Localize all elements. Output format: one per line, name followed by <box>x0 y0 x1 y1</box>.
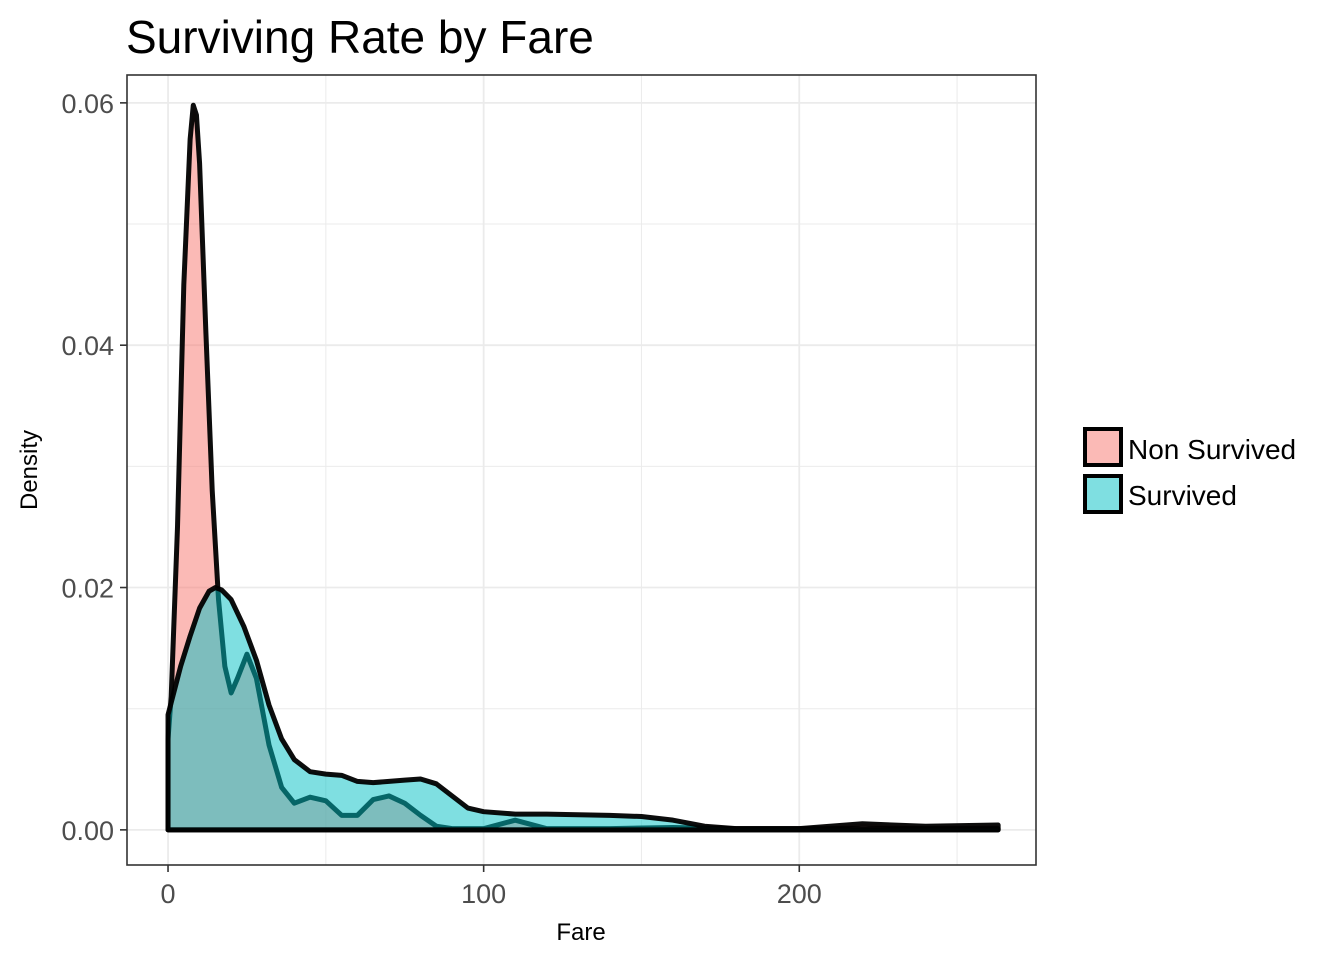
legend: Non Survived Survived <box>1083 427 1296 514</box>
y-tick-label: 0.02 <box>61 574 114 604</box>
y-tick-label: 0.06 <box>61 89 114 119</box>
x-tick-label: 200 <box>777 879 822 909</box>
y-tick-label: 0.00 <box>61 816 114 846</box>
y-tick-label: 0.04 <box>61 331 114 361</box>
axes: 0 100 200 0.00 0.02 0.04 0.06 <box>61 89 821 909</box>
y-axis-title: Density <box>16 430 43 510</box>
chart-title: Surviving Rate by Fare <box>126 11 594 63</box>
plot-border <box>126 74 1037 866</box>
legend-key-non-survived <box>1083 427 1123 467</box>
x-tick-label: 100 <box>461 879 506 909</box>
series-layer <box>165 102 1001 833</box>
x-tick-label: 0 <box>161 879 176 909</box>
legend-label-survived: Survived <box>1128 480 1237 511</box>
plot-panel <box>126 74 1037 866</box>
density-area-survived <box>165 585 1001 833</box>
legend-key-survived <box>1083 474 1123 514</box>
legend-label-non-survived: Non Survived <box>1128 434 1296 465</box>
x-axis-title: Fare <box>556 919 605 946</box>
